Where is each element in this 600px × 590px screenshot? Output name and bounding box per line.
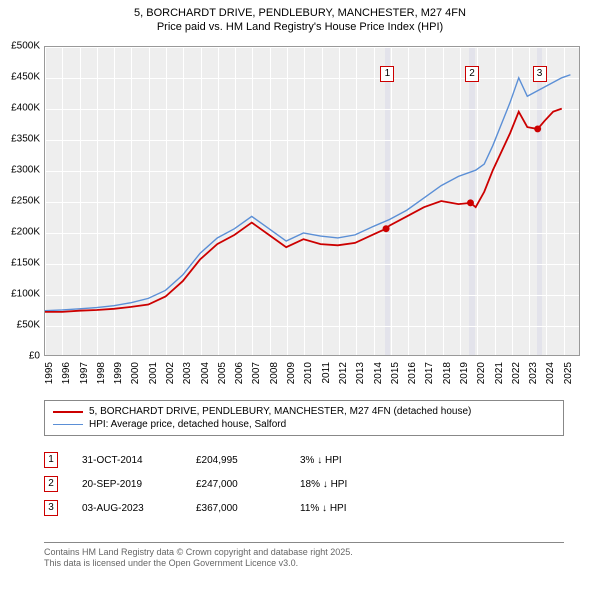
y-tick-label: £350K	[11, 134, 40, 145]
event-price: £367,000	[196, 503, 276, 514]
y-tick-label: £300K	[11, 165, 40, 176]
attribution-footer: Contains HM Land Registry data © Crown c…	[44, 542, 564, 570]
annotation-marker: 2	[465, 66, 479, 82]
title-line1: 5, BORCHARDT DRIVE, PENDLEBURY, MANCHEST…	[0, 6, 600, 20]
chart-plot-area: 1 2 3	[44, 46, 580, 356]
x-tick-label: 2004	[200, 362, 211, 384]
x-tick-label: 2006	[234, 362, 245, 384]
chart-lines	[45, 47, 579, 355]
chart-title: 5, BORCHARDT DRIVE, PENDLEBURY, MANCHEST…	[0, 0, 600, 35]
x-tick-label: 1999	[113, 362, 124, 384]
event-price: £204,995	[196, 455, 276, 466]
annotation-marker: 1	[380, 66, 394, 82]
y-tick-label: £400K	[11, 103, 40, 114]
x-tick-label: 2018	[442, 362, 453, 384]
x-tick-label: 2016	[407, 362, 418, 384]
x-tick-label: 2021	[494, 362, 505, 384]
x-tick-label: 2024	[545, 362, 556, 384]
y-tick-label: £500K	[11, 41, 40, 52]
events-table: 1 31-OCT-2014 £204,995 3% ↓ HPI 2 20-SEP-2019…	[44, 448, 564, 520]
y-tick-label: £150K	[11, 258, 40, 269]
x-tick-label: 2008	[269, 362, 280, 384]
legend-item: 5, BORCHARDT DRIVE, PENDLEBURY, MANCHEST…	[53, 405, 555, 418]
x-tick-label: 2017	[424, 362, 435, 384]
event-row: 3 03-AUG-2023 £367,000 11% ↓ HPI	[44, 496, 564, 520]
x-tick-label: 1998	[96, 362, 107, 384]
legend-item: HPI: Average price, detached house, Salf…	[53, 418, 555, 431]
event-hpi-delta: 11% ↓ HPI	[300, 503, 390, 514]
x-tick-label: 2013	[355, 362, 366, 384]
event-marker: 3	[44, 500, 58, 516]
y-tick-label: £50K	[17, 320, 40, 331]
event-date: 31-OCT-2014	[82, 455, 172, 466]
x-tick-label: 2011	[321, 362, 332, 384]
x-tick-label: 2023	[528, 362, 539, 384]
event-hpi-delta: 18% ↓ HPI	[300, 479, 390, 490]
legend-label: 5, BORCHARDT DRIVE, PENDLEBURY, MANCHEST…	[89, 406, 471, 417]
x-tick-label: 2012	[338, 362, 349, 384]
x-tick-label: 2003	[182, 362, 193, 384]
footer-line1: Contains HM Land Registry data © Crown c…	[44, 547, 564, 559]
event-date: 03-AUG-2023	[82, 503, 172, 514]
y-tick-label: £250K	[11, 196, 40, 207]
title-line2: Price paid vs. HM Land Registry's House …	[0, 20, 600, 34]
x-axis: 1995 1996 1997 1998 1999 2000 2001 2002 2003 2004…	[44, 356, 580, 406]
y-axis: £0£50K£100K£150K£200K£250K£300K£350K£400…	[0, 46, 44, 356]
event-marker: 2	[44, 476, 58, 492]
x-tick-label: 2000	[130, 362, 141, 384]
y-tick-label: £200K	[11, 227, 40, 238]
x-tick-label: 2007	[251, 362, 262, 384]
footer-line2: This data is licensed under the Open Gov…	[44, 558, 564, 570]
series-price_paid	[45, 109, 562, 312]
x-tick-label: 2015	[390, 362, 401, 384]
event-marker: 1	[44, 452, 58, 468]
event-price: £247,000	[196, 479, 276, 490]
legend-label: HPI: Average price, detached house, Salf…	[89, 419, 286, 430]
x-tick-label: 1996	[61, 362, 72, 384]
x-tick-label: 2010	[303, 362, 314, 384]
x-tick-label: 1995	[44, 362, 55, 384]
event-row: 1 31-OCT-2014 £204,995 3% ↓ HPI	[44, 448, 564, 472]
x-tick-label: 2022	[511, 362, 522, 384]
legend: 5, BORCHARDT DRIVE, PENDLEBURY, MANCHEST…	[44, 400, 564, 436]
sale-marker-dot	[534, 125, 541, 132]
annotation-marker: 3	[533, 66, 547, 82]
legend-swatch	[53, 424, 83, 425]
y-tick-label: £450K	[11, 72, 40, 83]
y-tick-label: £100K	[11, 289, 40, 300]
event-hpi-delta: 3% ↓ HPI	[300, 455, 390, 466]
sale-marker-dot	[467, 199, 474, 206]
y-tick-label: £0	[29, 351, 40, 362]
x-tick-label: 2009	[286, 362, 297, 384]
x-tick-label: 2001	[148, 362, 159, 384]
sale-marker-dot	[383, 225, 390, 232]
legend-swatch	[53, 411, 83, 413]
x-tick-label: 2002	[165, 362, 176, 384]
x-tick-label: 2020	[476, 362, 487, 384]
x-tick-label: 1997	[79, 362, 90, 384]
x-tick-label: 2005	[217, 362, 228, 384]
series-hpi	[45, 75, 570, 311]
event-date: 20-SEP-2019	[82, 479, 172, 490]
event-row: 2 20-SEP-2019 £247,000 18% ↓ HPI	[44, 472, 564, 496]
x-tick-label: 2014	[373, 362, 384, 384]
x-tick-label: 2025	[563, 362, 574, 384]
x-tick-label: 2019	[459, 362, 470, 384]
